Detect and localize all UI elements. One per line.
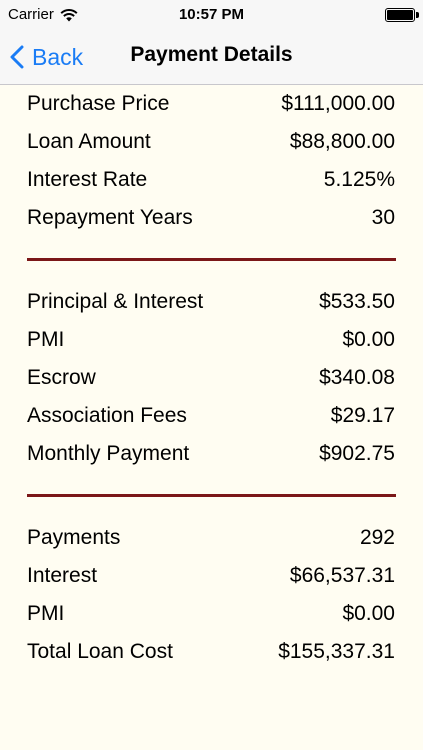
row-label: Escrow — [27, 366, 96, 389]
carrier-label: Carrier — [8, 6, 54, 23]
back-button[interactable]: Back — [10, 41, 83, 73]
row-value: $155,337.31 — [278, 640, 395, 663]
battery-fill — [387, 10, 413, 20]
row-monthly-payment: Monthly Payment $902.75 — [0, 435, 423, 473]
row-principal-interest: Principal & Interest $533.50 — [0, 283, 423, 321]
row-value: $66,537.31 — [289, 564, 395, 587]
row-label: Interest Rate — [27, 168, 148, 191]
row-purchase-price: Purchase Price $111,000.00 — [0, 85, 423, 123]
battery-tip — [416, 12, 419, 18]
section-divider — [27, 494, 396, 497]
row-value: $533.50 — [319, 290, 395, 313]
payment-details-list: Purchase Price $111,000.00 Loan Amount $… — [0, 85, 423, 671]
row-value: $340.08 — [319, 366, 395, 389]
row-label: PMI — [27, 602, 65, 625]
row-value: $88,800.00 — [289, 130, 395, 153]
row-interest-rate: Interest Rate 5.125% — [0, 161, 423, 199]
row-association-fees: Association Fees $29.17 — [0, 397, 423, 435]
monthly-section: Principal & Interest $533.50 PMI $0.00 E… — [0, 283, 423, 473]
row-total-interest: Interest $66,537.31 — [0, 557, 423, 595]
row-escrow: Escrow $340.08 — [0, 359, 423, 397]
row-total-loan-cost: Total Loan Cost $155,337.31 — [0, 633, 423, 671]
totals-section: Payments 292 Interest $66,537.31 PMI $0.… — [0, 519, 423, 671]
navigation-bar: Back Payment Details — [0, 30, 423, 85]
row-label: Interest — [27, 564, 98, 587]
row-value: 30 — [371, 206, 395, 229]
row-label: PMI — [27, 328, 65, 351]
status-time: 10:57 PM — [178, 6, 245, 23]
row-label: Payments — [27, 526, 121, 549]
status-left: Carrier — [8, 6, 78, 23]
page-title: Payment Details — [130, 43, 293, 66]
row-label: Monthly Payment — [27, 442, 190, 465]
loan-section: Purchase Price $111,000.00 Loan Amount $… — [0, 85, 423, 237]
row-value: $0.00 — [342, 602, 395, 625]
row-pmi: PMI $0.00 — [0, 321, 423, 359]
battery-icon — [385, 8, 419, 22]
row-label: Total Loan Cost — [27, 640, 173, 663]
row-loan-amount: Loan Amount $88,800.00 — [0, 123, 423, 161]
chevron-left-icon — [10, 45, 24, 69]
row-label: Loan Amount — [27, 130, 151, 153]
row-total-pmi: PMI $0.00 — [0, 595, 423, 633]
status-bar: Carrier 10:57 PM — [0, 0, 423, 30]
row-value: $902.75 — [319, 442, 395, 465]
section-divider — [27, 258, 396, 261]
row-value: $29.17 — [330, 404, 395, 427]
row-repayment-years: Repayment Years 30 — [0, 199, 423, 237]
wifi-icon — [60, 8, 78, 21]
row-label: Principal & Interest — [27, 290, 204, 313]
row-label: Association Fees — [27, 404, 187, 427]
row-label: Repayment Years — [27, 206, 193, 229]
back-label: Back — [32, 43, 84, 70]
row-value: $0.00 — [342, 328, 395, 351]
row-value: $111,000.00 — [281, 92, 395, 115]
row-value: 292 — [359, 526, 395, 549]
row-value: 5.125% — [323, 168, 395, 191]
row-label: Purchase Price — [27, 92, 170, 115]
row-payments: Payments 292 — [0, 519, 423, 557]
